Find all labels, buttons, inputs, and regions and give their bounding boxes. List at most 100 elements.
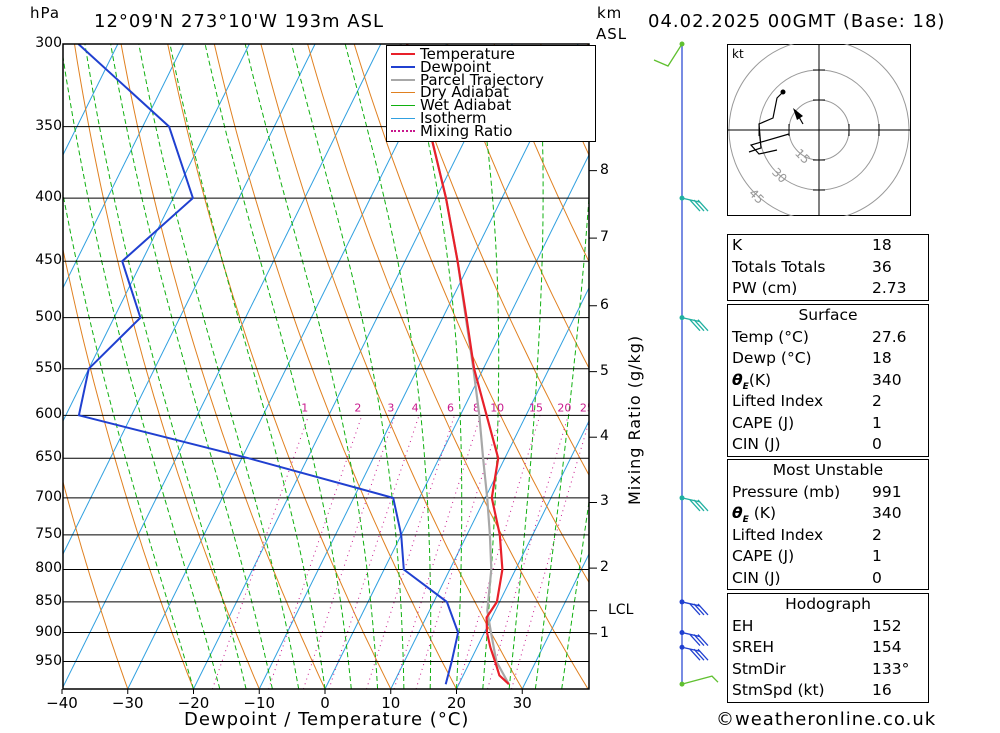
asl-unit-label: ASL	[596, 25, 628, 43]
mu-li-row: Lifted Index 2	[728, 525, 928, 547]
arrowhead-icon	[793, 108, 803, 120]
temperature-tick-label: −10	[243, 694, 276, 712]
temperature-profile	[406, 44, 510, 686]
mixing-ratio-label: 25	[580, 401, 594, 414]
pressure-label: 700	[35, 488, 62, 505]
km-label: 5	[600, 362, 609, 379]
surface-title: Surface	[798, 306, 858, 324]
isotherm-line	[63, 44, 316, 556]
wind-barb	[681, 197, 709, 212]
dewpoint-swatch	[391, 66, 415, 69]
isotherm-line	[127, 44, 448, 689]
stmdir-label: StmDir	[732, 659, 786, 678]
km-label: 4	[600, 428, 609, 445]
credit-link[interactable]: ©weatheronline.co.uk	[716, 709, 937, 730]
pressure-label: 850	[35, 592, 62, 609]
km-label: 8	[600, 161, 609, 178]
wet-adiabat-line	[508, 44, 544, 689]
pressure-label: 600	[35, 406, 62, 423]
dry-adiabat-line	[120, 44, 326, 689]
wet-adiabat-line	[84, 44, 247, 689]
surface-cape-label: CAPE (J)	[732, 413, 795, 432]
mu-pressure-label: Pressure (mb)	[732, 482, 841, 501]
k-index-row: K 18	[728, 235, 928, 257]
legend-label: Dry Adiabat	[420, 83, 509, 102]
sreh-label: SREH	[732, 638, 775, 656]
pw-value: 2.73	[872, 279, 907, 297]
surface-li-value: 2	[872, 392, 882, 410]
pressure-label: 500	[35, 308, 62, 325]
temperature-tick-label: −40	[46, 694, 78, 712]
mixing-ratio-label: 3	[387, 401, 394, 414]
mixing-ratio-label: 2	[354, 401, 361, 414]
hodograph: kt 15 30 45	[727, 44, 911, 216]
km-unit-label: km	[597, 4, 623, 22]
surface-theta-row: θE(K) 340	[728, 370, 928, 392]
surface-cin-row: CIN (J) 0	[728, 434, 928, 456]
pressure-label: 550	[35, 359, 62, 376]
stmdir-value: 133°	[872, 659, 910, 678]
totals-label: Totals Totals	[732, 257, 826, 276]
legend-isotherm: Isotherm	[391, 111, 591, 125]
wet-adiabat-swatch	[391, 105, 415, 107]
dry-adiabat-line	[74, 44, 260, 689]
mu-theta-row: θE (K) 340	[728, 503, 928, 525]
wind-barb	[681, 601, 709, 616]
mixing-ratio-line	[268, 415, 363, 689]
surface-temp-row: Temp (°C) 27.6	[728, 327, 928, 349]
legend-label: Wet Adiabat	[420, 96, 512, 115]
isotherm-swatch	[391, 117, 415, 119]
mu-li-value: 2	[872, 525, 882, 544]
isotherm-line	[193, 44, 513, 689]
plot-frame	[62, 43, 590, 690]
x-axis-label: Dewpoint / Temperature (°C)	[184, 709, 470, 730]
mu-theta-label: θE (K)	[732, 503, 872, 525]
pressure-label: 950	[35, 652, 62, 669]
temperature-tick-label: 30	[512, 694, 532, 712]
temperature-tick-label: 0	[320, 694, 330, 712]
surface-li-row: Lifted Index 2	[728, 391, 928, 413]
wet-adiabat-line	[291, 44, 405, 689]
dry-adiabat-line	[960, 44, 1000, 689]
hodograph-trace	[748, 91, 784, 153]
stmspd-label: StmSpd (kt)	[732, 681, 825, 699]
stmspd-row: StmSpd (kt) 16	[728, 680, 928, 702]
parcel-swatch	[391, 78, 415, 81]
dry-adiabat-line	[493, 44, 589, 263]
km-label: 7	[600, 229, 609, 246]
mixing-ratio-label: 15	[529, 401, 543, 414]
mixing-ratio-axis-label: Mixing Ratio (g/kg)	[625, 334, 644, 505]
mu-cape-value: 1	[872, 547, 882, 565]
isotherm-line	[521, 552, 589, 689]
surface-cin-value: 0	[872, 435, 882, 453]
k-index-value: 18	[872, 236, 892, 254]
wet-adiabat-line	[405, 44, 463, 689]
wet-adiabat-line	[471, 44, 500, 689]
temperature-tick-label: 10	[381, 694, 401, 712]
hodograph-end-point	[780, 89, 786, 95]
mixing-ratio-label: 4	[412, 401, 419, 414]
legend-label: Mixing Ratio	[420, 121, 513, 140]
surface-dewp-label: Dewp (°C)	[732, 349, 812, 367]
eh-label: EH	[732, 616, 754, 635]
wind-barb	[681, 497, 709, 512]
theta-unit: (K)	[753, 504, 777, 522]
mixing-ratio-label: 8	[473, 401, 480, 414]
most-unstable-title: Most Unstable	[772, 461, 884, 479]
isotherm-line	[324, 153, 589, 689]
legend-dry-adiabat: Dry Adiabat	[391, 83, 591, 102]
surface-cape-value: 1	[872, 413, 882, 432]
legend-temperature: Temperature	[391, 47, 591, 61]
surface-dewp-value: 18	[872, 349, 892, 367]
mixing-ratio-label: 1	[301, 401, 308, 414]
mu-li-label: Lifted Index	[732, 525, 824, 544]
mixing-ratio-line	[393, 415, 481, 689]
km-label: LCL	[608, 601, 634, 618]
stmdir-row: StmDir 133°	[728, 659, 928, 681]
mixing-ratio-swatch	[391, 130, 415, 133]
eh-value: 152	[872, 616, 902, 635]
mixing-ratio-label: 10	[490, 401, 504, 414]
hodograph-unit: kt	[732, 47, 744, 61]
surface-theta-label: θE(K)	[732, 370, 872, 392]
